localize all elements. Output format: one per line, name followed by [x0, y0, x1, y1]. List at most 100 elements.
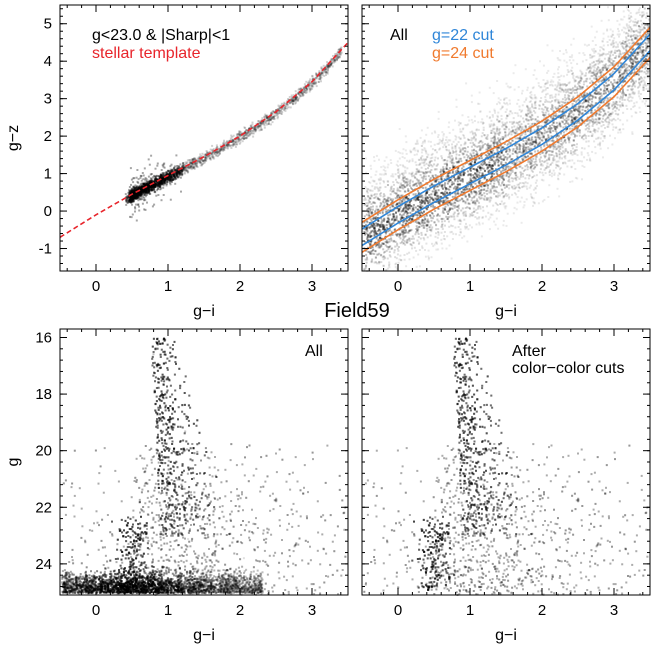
star-point: [399, 214, 401, 216]
star-point: [523, 206, 525, 208]
star-point: [561, 157, 563, 159]
star-point: [570, 133, 572, 135]
star-point: [312, 83, 314, 85]
star-point: [274, 118, 276, 120]
star-point: [399, 152, 401, 154]
star-point: [500, 171, 502, 173]
star-point: [278, 105, 280, 107]
star-point: [376, 183, 378, 185]
star-point: [430, 235, 432, 237]
star-point: [426, 163, 428, 165]
star-point: [527, 182, 529, 184]
star-point: [218, 148, 220, 150]
star-point: [132, 200, 134, 202]
star-point: [639, 98, 641, 100]
star-point: [577, 154, 579, 156]
star-point: [553, 170, 555, 172]
star-point: [532, 205, 534, 207]
star-point: [397, 160, 399, 162]
star-point: [191, 162, 193, 164]
star-point: [136, 177, 138, 179]
star-point: [543, 79, 545, 81]
star-point: [295, 90, 297, 92]
star-point: [612, 54, 614, 56]
star-point: [216, 146, 218, 148]
star-point: [566, 120, 568, 122]
star-point: [448, 126, 450, 128]
star-point: [199, 153, 201, 155]
star-point: [517, 176, 519, 178]
star-point: [305, 81, 307, 83]
star-point: [390, 162, 392, 164]
star-point: [233, 135, 235, 137]
star-point: [444, 225, 446, 227]
star-point: [242, 140, 244, 142]
star-point: [159, 188, 161, 190]
star-point: [549, 174, 551, 176]
star-point: [378, 246, 380, 248]
star-point: [635, 25, 637, 27]
star-point: [559, 59, 561, 61]
star-point: [152, 205, 154, 207]
star-point: [612, 129, 614, 131]
star-point: [540, 156, 542, 158]
star-point: [576, 92, 578, 94]
star-point: [496, 186, 498, 188]
star-point: [600, 69, 602, 71]
star-point: [425, 168, 427, 170]
star-point: [431, 228, 433, 230]
star-point: [153, 204, 155, 206]
star-point: [603, 64, 605, 66]
star-point: [513, 117, 515, 119]
star-point: [316, 85, 318, 87]
star-point: [193, 166, 195, 168]
star-point: [302, 93, 304, 95]
star-point: [560, 91, 562, 93]
star-point: [624, 99, 626, 101]
star-point: [303, 91, 305, 93]
star-point: [486, 193, 488, 195]
star-point: [430, 224, 432, 226]
star-point: [443, 168, 445, 170]
star-point: [415, 143, 417, 145]
star-point: [543, 65, 545, 67]
star-point: [475, 183, 477, 185]
star-point: [234, 143, 236, 145]
star-point: [258, 120, 260, 122]
star-point: [226, 140, 228, 142]
star-point: [264, 116, 266, 118]
star-point: [394, 246, 396, 248]
star-point: [391, 240, 393, 242]
star-point: [162, 187, 164, 189]
star-point: [166, 184, 168, 186]
star-point: [448, 150, 450, 152]
star-point: [507, 153, 509, 155]
star-point: [151, 178, 153, 180]
star-point: [521, 92, 523, 94]
star-point: [365, 188, 367, 190]
star-point: [563, 174, 565, 176]
star-point: [240, 139, 242, 141]
star-point: [582, 109, 584, 111]
star-point: [380, 187, 382, 189]
star-point: [480, 169, 482, 171]
star-point: [639, 111, 641, 113]
star-point: [570, 150, 572, 152]
star-point: [441, 131, 443, 133]
star-point: [380, 245, 382, 247]
star-point: [510, 110, 512, 112]
panel-color-color-template: 0 1 2 3-1012345 g<23.0 & |Sharp|<1 stellar …: [5, 5, 348, 320]
star-point: [151, 173, 153, 175]
star-point: [309, 85, 311, 87]
star-point: [546, 72, 548, 74]
star-point: [506, 150, 508, 152]
star-point: [558, 76, 560, 78]
star-point: [422, 187, 424, 189]
star-point: [376, 155, 378, 157]
y-tick-label: 1: [44, 166, 52, 183]
star-point: [160, 184, 162, 186]
x-tick-label: 3: [308, 278, 316, 295]
star-point: [238, 132, 240, 134]
star-point: [417, 254, 419, 256]
star-point: [612, 30, 614, 32]
